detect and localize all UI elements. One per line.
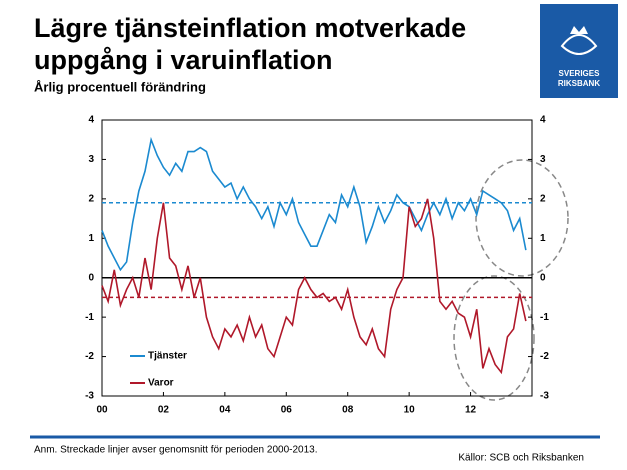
y-tick-label: 0	[88, 272, 94, 283]
y2-tick-label: -1	[540, 312, 549, 323]
logo-emblem	[560, 34, 598, 55]
logo-background	[540, 4, 618, 98]
x-tick-label: 12	[465, 405, 477, 416]
y2-tick-label: -3	[540, 391, 549, 402]
logo-crown	[570, 26, 588, 34]
footnote: Anm. Streckade linjer avser genomsnitt f…	[34, 445, 318, 456]
y-tick-label: -1	[85, 312, 94, 323]
x-tick-label: 00	[96, 405, 108, 416]
logo-text: RIKSBANK	[558, 79, 600, 88]
plot-frame	[101, 119, 533, 397]
y2-tick-label: 4	[540, 115, 546, 126]
legend-label: Varor	[148, 378, 174, 389]
logo: SVERIGES RIKSBANK	[540, 4, 618, 98]
y2-tick-label: 1	[540, 233, 546, 244]
chart-title: uppgång i varuinflation	[34, 45, 333, 75]
x-tick-label: 08	[342, 405, 354, 416]
y2-tick-label: 2	[540, 193, 546, 204]
x-tick-label: 02	[158, 405, 170, 416]
y-tick-label: 3	[88, 154, 94, 165]
y-tick-label: -3	[85, 391, 94, 402]
chart-title: Lägre tjänsteinflation motverkade	[34, 13, 466, 43]
x-tick-label: 06	[281, 405, 293, 416]
legend-label: Tjänster	[148, 351, 187, 362]
y-tick-label: 2	[88, 193, 94, 204]
x-tick-label: 04	[219, 405, 231, 416]
chart-subtitle: Årlig procentuell förändring	[34, 79, 206, 94]
y2-tick-label: 0	[540, 272, 546, 283]
y-tick-label: 4	[88, 115, 94, 126]
y-tick-label: 1	[88, 233, 94, 244]
highlight-ellipse	[475, 159, 569, 277]
y2-tick-label: -2	[540, 351, 549, 362]
logo-text: SVERIGES	[559, 69, 601, 78]
highlight-ellipse	[453, 275, 535, 401]
series-line	[101, 198, 527, 375]
source: Källor: SCB och Riksbanken	[458, 453, 584, 464]
x-tick-label: 10	[404, 405, 416, 416]
series-line	[101, 136, 527, 272]
y2-tick-label: 3	[540, 154, 546, 165]
y-tick-label: -2	[85, 351, 94, 362]
